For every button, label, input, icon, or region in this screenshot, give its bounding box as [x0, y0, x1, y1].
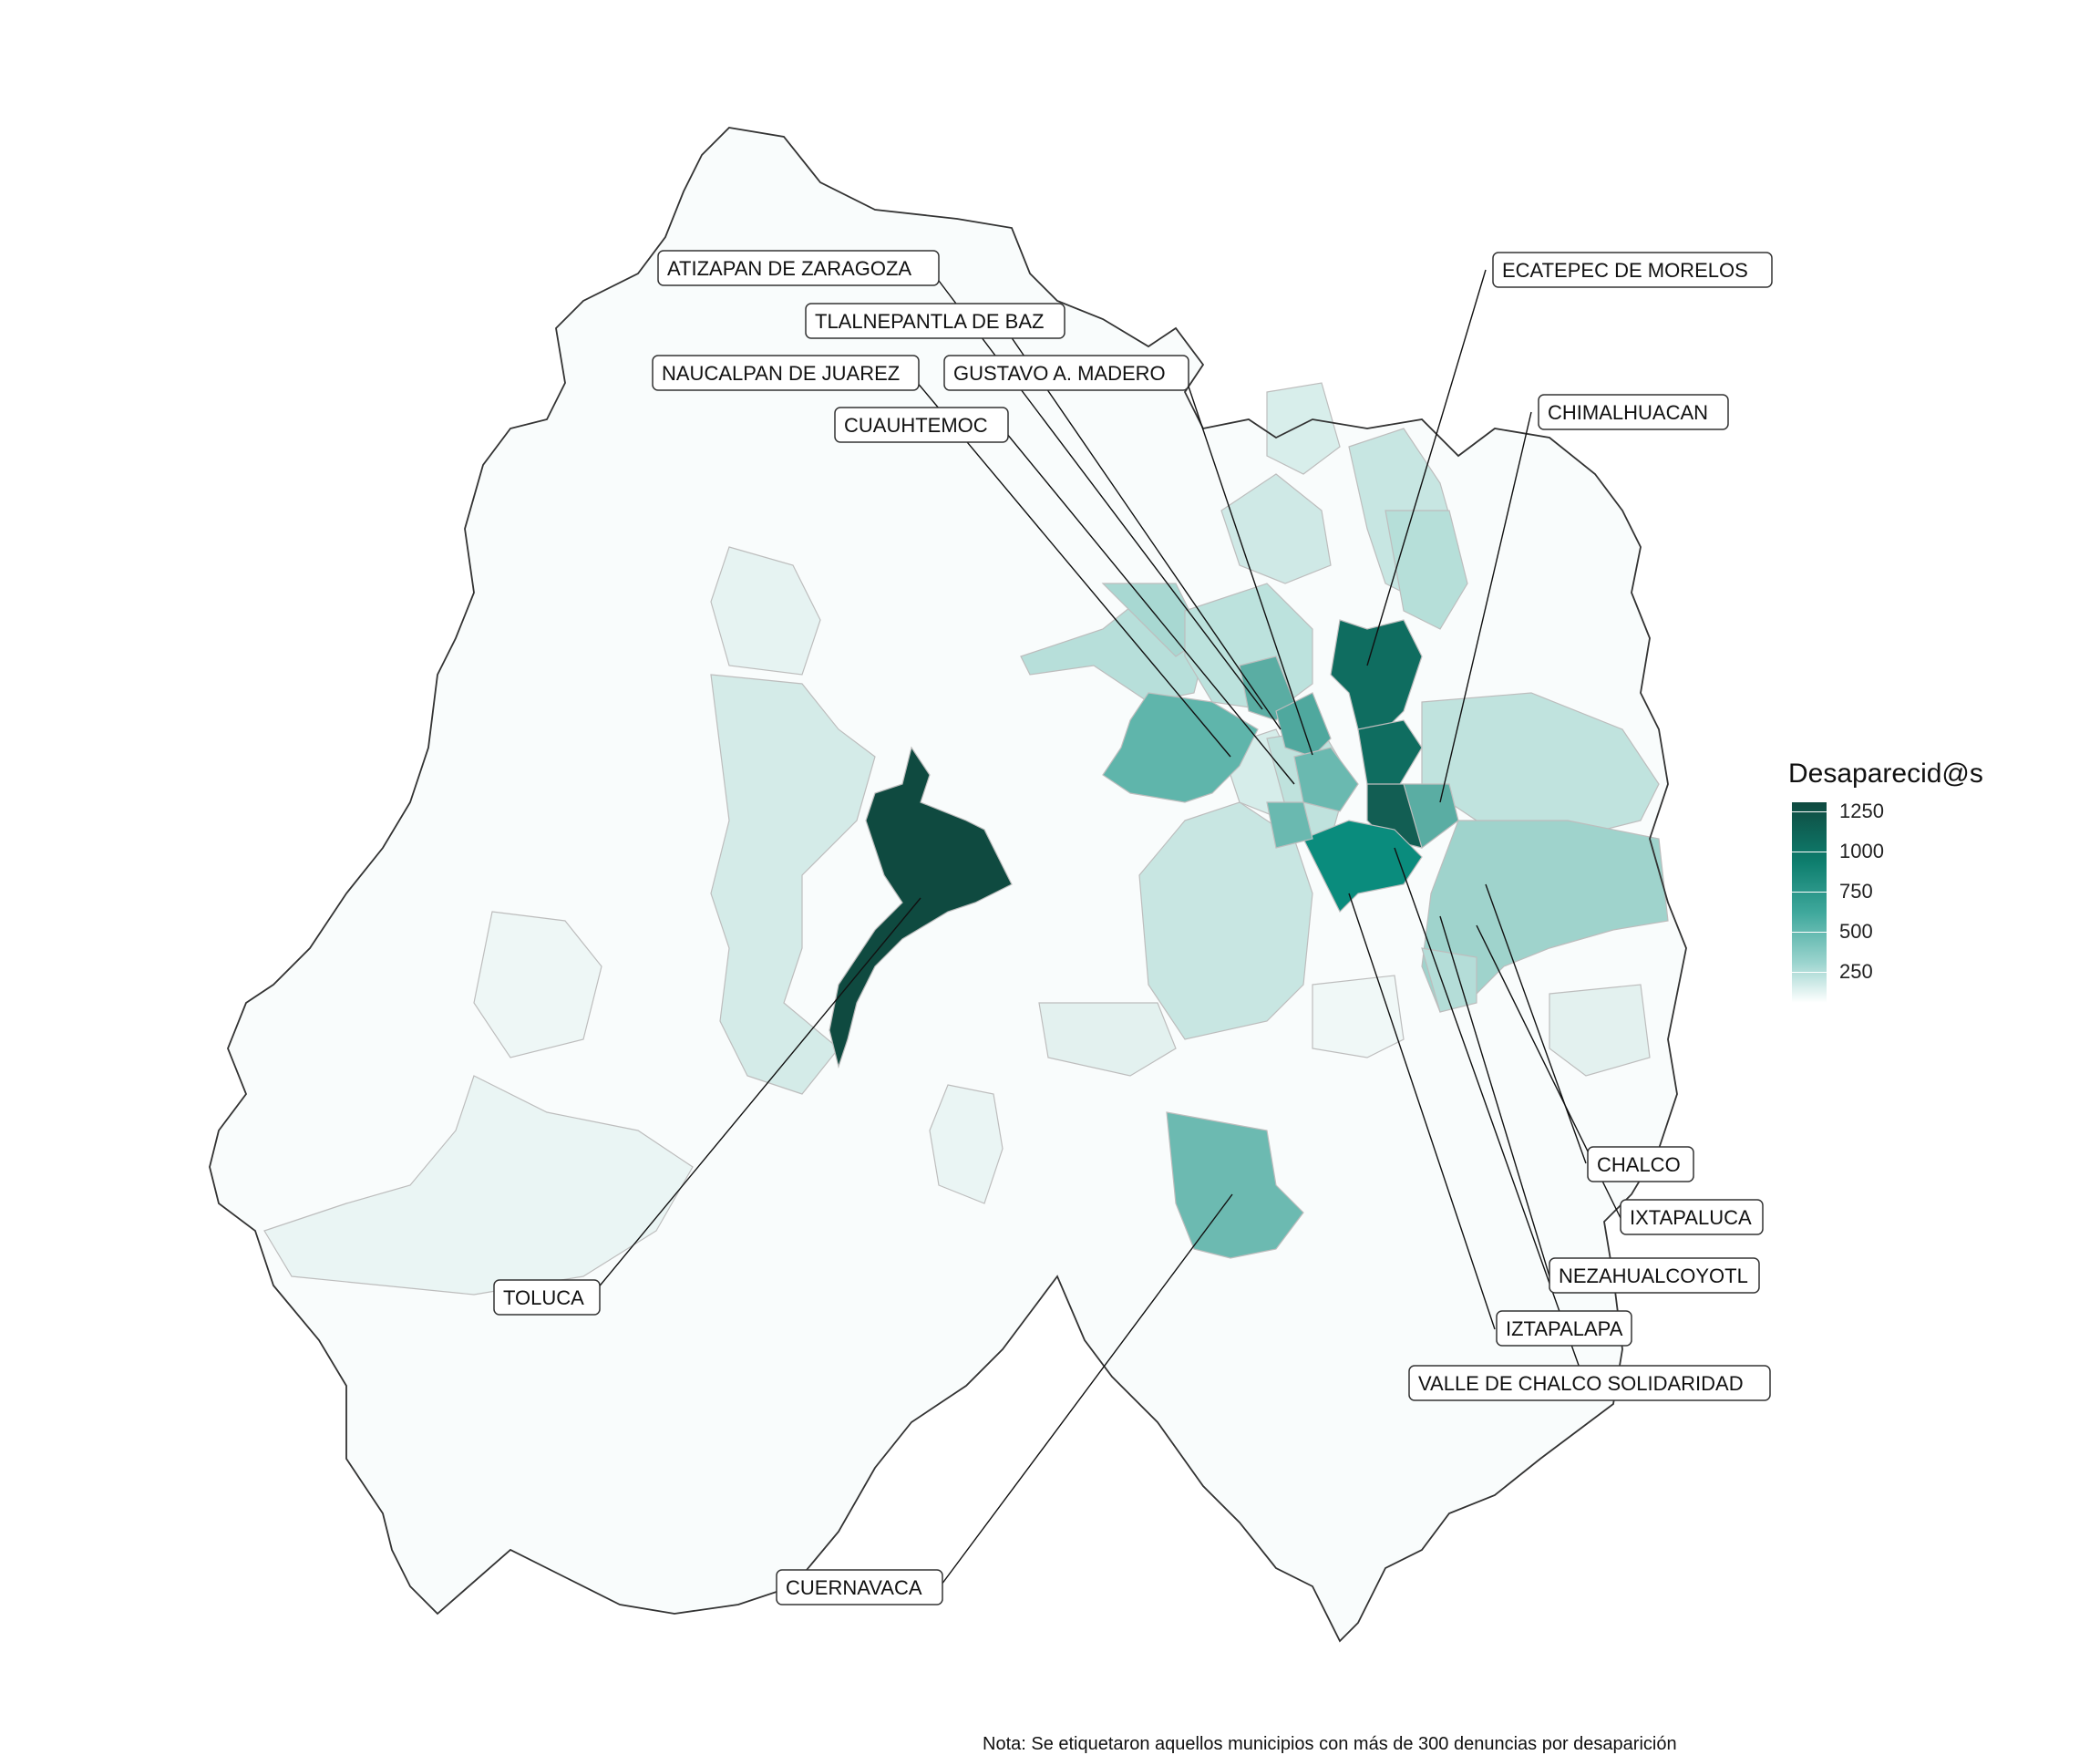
legend-tickmark	[1792, 972, 1827, 973]
municipality	[1385, 510, 1468, 630]
label-tlalnepantla: TLALNEPANTLA DE BAZ	[805, 303, 1065, 339]
label-gustavo: GUSTAVO A. MADERO	[943, 355, 1189, 391]
svg-text:NEZAHUALCOYOTL: NEZAHUALCOYOTL	[1559, 1265, 1748, 1287]
municipality	[1549, 984, 1651, 1077]
leader-ecatepec	[1366, 269, 1487, 666]
municipality	[1275, 692, 1332, 758]
svg-text:CUERNAVACA: CUERNAVACA	[786, 1576, 922, 1599]
legend-tick-label: 750	[1839, 880, 1873, 903]
municipality	[1166, 1111, 1304, 1259]
svg-text:NAUCALPAN DE JUAREZ: NAUCALPAN DE JUAREZ	[662, 362, 900, 385]
municipality	[263, 1075, 694, 1296]
svg-text:ECATEPEC DE MORELOS: ECATEPEC DE MORELOS	[1502, 259, 1748, 282]
svg-text:CHIMALHUACAN: CHIMALHUACAN	[1548, 401, 1708, 424]
municipality	[1266, 382, 1341, 475]
municipality	[1038, 1002, 1177, 1077]
municipality	[1403, 783, 1459, 850]
svg-text:TLALNEPANTLA DE BAZ: TLALNEPANTLA DE BAZ	[815, 310, 1044, 333]
map-labels: ATIZAPAN DE ZARAGOZA TLALNEPANTLA DE BAZ…	[493, 250, 1773, 1605]
state-outline	[209, 127, 1687, 1643]
label-ecatepec: ECATEPEC DE MORELOS	[1492, 252, 1773, 288]
municipality	[1266, 801, 1313, 849]
municipalities-low	[263, 546, 1651, 1296]
leader-tlalnepantla	[1002, 324, 1282, 730]
label-nezahualcoyotl: NEZAHUALCOYOTL	[1549, 1257, 1760, 1294]
label-ixtapaluca: IXTAPALUCA	[1620, 1199, 1764, 1235]
municipality	[473, 911, 602, 1058]
municipality	[1312, 975, 1405, 1058]
leader-gustavo	[1184, 375, 1313, 756]
municipalities-high	[829, 619, 1459, 1259]
leader-cuernavaca	[938, 1193, 1233, 1589]
legend-tick-label: 500	[1839, 920, 1873, 943]
svg-text:TOLUCA: TOLUCA	[503, 1286, 584, 1309]
leader-iztapalapa	[1348, 893, 1496, 1330]
leader-valle-chalco	[1394, 847, 1587, 1387]
svg-text:CUAUHTEMOC: CUAUHTEMOC	[844, 414, 988, 437]
svg-text:CHALCO: CHALCO	[1597, 1153, 1681, 1176]
legend-tick-label: 250	[1839, 960, 1873, 983]
label-chimalhuacan: CHIMALHUACAN	[1538, 394, 1729, 430]
legend-tick-label: 1250	[1839, 800, 1884, 822]
leader-cuauhtemoc	[1002, 428, 1295, 785]
legend-tickmark	[1792, 811, 1827, 812]
municipality	[929, 1084, 1004, 1204]
legend-colorbar	[1792, 802, 1827, 1003]
municipality	[1293, 747, 1359, 812]
municipality	[1330, 619, 1423, 730]
label-chalco: CHALCO	[1587, 1146, 1694, 1182]
municipality	[1138, 801, 1313, 1040]
leader-toluca	[592, 897, 921, 1296]
label-toluca: TOLUCA	[493, 1279, 601, 1316]
legend-tickmark	[1792, 932, 1827, 933]
svg-text:ATIZAPAN DE ZARAGOZA: ATIZAPAN DE ZARAGOZA	[667, 257, 911, 280]
label-iztapalapa: IZTAPALAPA	[1496, 1310, 1632, 1347]
svg-text:IXTAPALUCA: IXTAPALUCA	[1630, 1206, 1752, 1229]
municipality	[1220, 473, 1332, 584]
municipality	[1302, 820, 1423, 914]
municipality	[710, 546, 821, 676]
label-naucalpan: NAUCALPAN DE JUAREZ	[652, 355, 920, 391]
legend-tickmark	[1792, 892, 1827, 893]
label-valle-chalco: VALLE DE CHALCO SOLIDARIDAD	[1408, 1365, 1771, 1401]
municipality	[710, 674, 876, 1095]
label-atizapan: ATIZAPAN DE ZARAGOZA	[657, 250, 940, 286]
label-cuauhtemoc: CUAUHTEMOC	[834, 407, 1009, 443]
legend-title: Desaparecid@s	[1788, 759, 1983, 789]
leader-chimalhuacan	[1439, 411, 1532, 803]
label-cuernavaca: CUERNAVACA	[776, 1569, 943, 1605]
municipality	[1357, 719, 1423, 794]
municipality-toluca	[829, 746, 1013, 1069]
municipalities-medium	[1020, 382, 1669, 1040]
leader-chalco	[1485, 883, 1587, 1164]
svg-text:VALLE DE CHALCO SOLIDARIDAD: VALLE DE CHALCO SOLIDARIDAD	[1418, 1372, 1744, 1395]
footnote: Nota: Se etiquetaron aquellos municipios…	[983, 1734, 1677, 1754]
svg-text:GUSTAVO A. MADERO: GUSTAVO A. MADERO	[953, 362, 1166, 385]
svg-text:IZTAPALAPA: IZTAPALAPA	[1506, 1317, 1623, 1340]
leader-lines	[592, 269, 1621, 1589]
leader-nezahualcoyotl	[1439, 915, 1550, 1277]
legend-tick-label: 1000	[1839, 840, 1884, 862]
leader-atizapan	[932, 273, 1263, 710]
